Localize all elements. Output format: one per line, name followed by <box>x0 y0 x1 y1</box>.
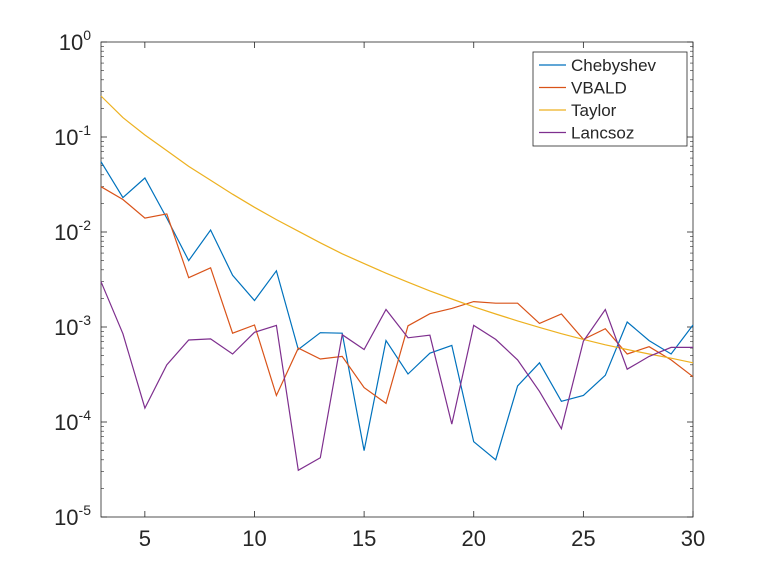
x-tick-label: 30 <box>681 526 705 551</box>
series-line-lancsoz <box>100 281 693 472</box>
series-line-vbald <box>100 186 694 405</box>
x-tick-label: 15 <box>352 526 376 551</box>
y-tick-label: 10-5 <box>54 502 91 530</box>
x-tick-label: 10 <box>242 526 266 551</box>
legend-label: Chebyshev <box>571 56 657 75</box>
y-tick-label: 10-1 <box>54 122 91 150</box>
y-tick-label: 10-4 <box>54 407 91 435</box>
series-line-taylor <box>100 95 694 364</box>
x-axis: 5 10 15 20 25 30 <box>139 42 705 551</box>
x-tick-label: 20 <box>461 526 485 551</box>
series-line-chebyshev <box>100 161 694 461</box>
y-axis: 100 10-1 10-2 10-3 10-4 10-5 <box>54 27 693 530</box>
x-tick-label: 5 <box>139 526 151 551</box>
series-lines <box>100 95 694 472</box>
legend-label: VBALD <box>571 79 627 98</box>
y-tick-label: 10-3 <box>54 312 91 340</box>
y-tick-label: 100 <box>59 27 91 55</box>
y-tick-label: 10-2 <box>54 217 91 245</box>
legend: Chebyshev VBALD Taylor Lancsoz <box>532 51 688 147</box>
legend-box <box>532 51 688 147</box>
legend-label: Lancsoz <box>571 124 634 143</box>
legend-label: Taylor <box>571 101 617 120</box>
x-tick-label: 25 <box>571 526 595 551</box>
